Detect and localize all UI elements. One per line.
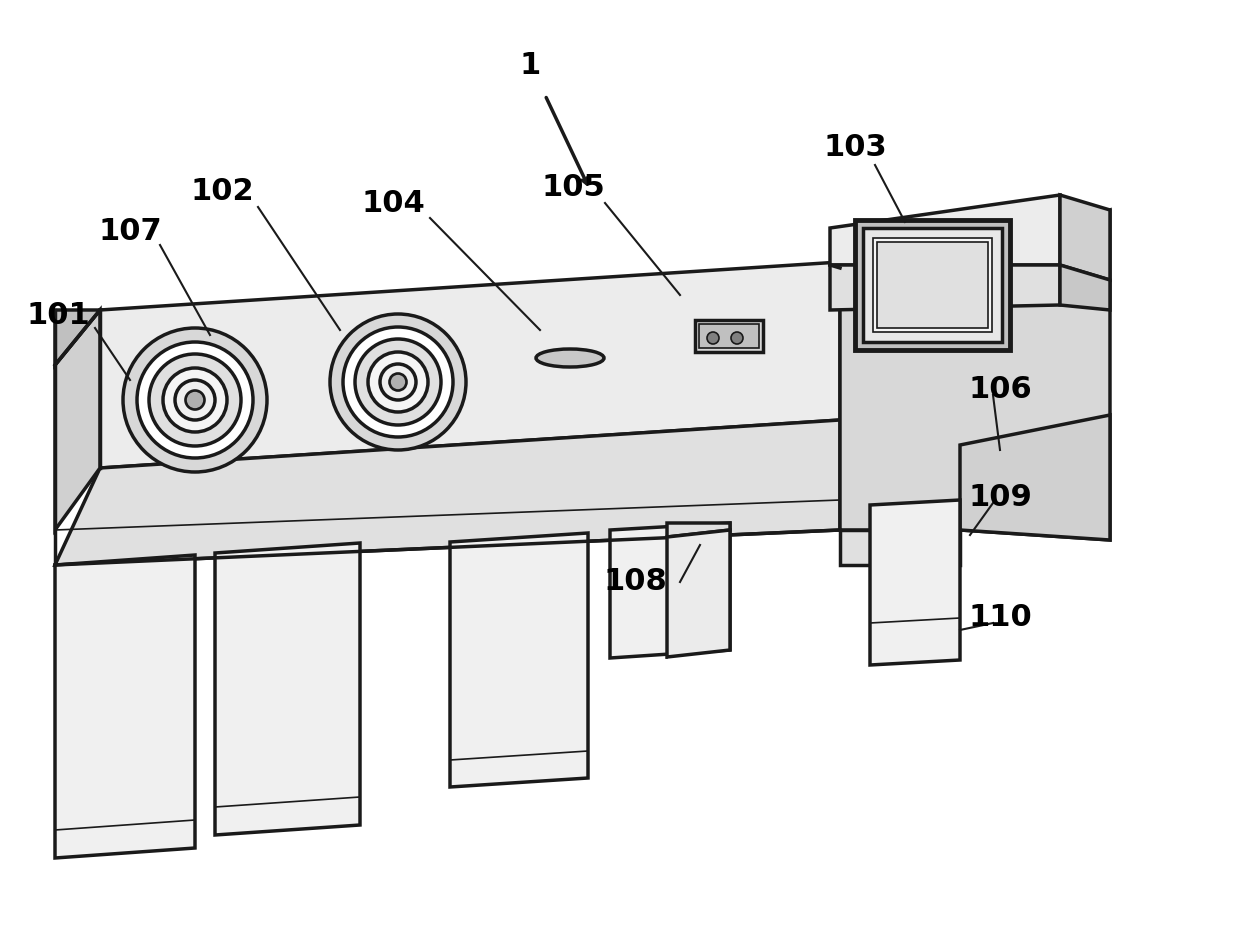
Text: 1: 1 (520, 50, 541, 79)
Circle shape (123, 328, 267, 472)
Bar (873, 238, 992, 332)
Circle shape (136, 342, 253, 458)
Circle shape (175, 380, 215, 420)
Polygon shape (1060, 195, 1110, 280)
Polygon shape (667, 523, 730, 537)
Ellipse shape (536, 349, 604, 367)
Circle shape (162, 368, 227, 432)
Circle shape (343, 327, 453, 437)
Circle shape (381, 365, 415, 399)
Circle shape (355, 339, 441, 425)
Polygon shape (450, 533, 588, 787)
Polygon shape (830, 195, 1060, 265)
Polygon shape (215, 543, 360, 835)
Bar (694, 320, 763, 352)
Circle shape (149, 354, 241, 446)
Text: 107: 107 (98, 218, 161, 247)
Text: 106: 106 (968, 375, 1032, 404)
Bar (699, 324, 759, 348)
Polygon shape (870, 500, 960, 665)
Polygon shape (55, 310, 100, 365)
Polygon shape (55, 310, 100, 530)
Bar (863, 228, 1002, 342)
Circle shape (330, 314, 466, 450)
Text: 109: 109 (968, 484, 1032, 513)
Polygon shape (830, 265, 1060, 310)
Text: 105: 105 (541, 174, 605, 203)
Polygon shape (610, 523, 730, 658)
Polygon shape (1060, 265, 1110, 310)
Text: 101: 101 (26, 301, 89, 330)
Polygon shape (839, 530, 960, 565)
Polygon shape (960, 415, 1110, 540)
Circle shape (732, 332, 743, 344)
Circle shape (707, 332, 719, 344)
Circle shape (389, 373, 407, 391)
Circle shape (391, 374, 405, 390)
Bar (856, 220, 1011, 350)
Circle shape (177, 382, 213, 418)
Circle shape (368, 352, 428, 412)
Text: 103: 103 (823, 134, 887, 163)
Text: 110: 110 (968, 603, 1032, 632)
Bar (877, 242, 988, 328)
Text: 108: 108 (603, 568, 667, 597)
Polygon shape (55, 555, 195, 858)
Polygon shape (100, 262, 839, 468)
Circle shape (379, 364, 415, 400)
Circle shape (185, 390, 205, 410)
Polygon shape (55, 420, 839, 565)
Text: 104: 104 (361, 189, 425, 218)
Polygon shape (839, 210, 1110, 540)
Text: 102: 102 (190, 177, 254, 206)
Circle shape (186, 391, 205, 409)
Polygon shape (667, 530, 730, 657)
